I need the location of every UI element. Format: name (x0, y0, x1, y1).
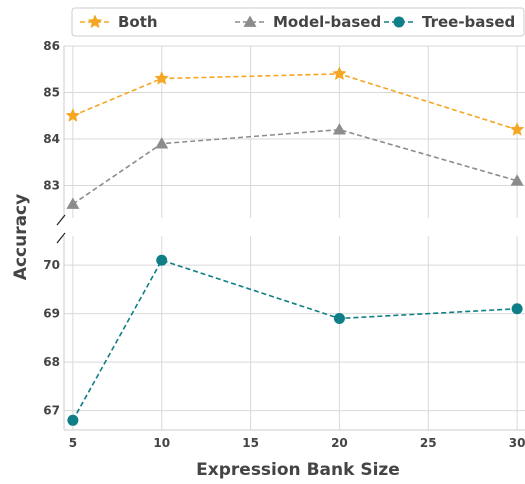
legend-item: Both (80, 13, 158, 31)
axis-break-mark (56, 232, 66, 244)
data-point (332, 123, 346, 135)
y-tick-label: 67 (43, 404, 60, 418)
legend-marker (87, 14, 103, 29)
y-tick-label: 83 (43, 178, 60, 192)
series-line (72, 73, 518, 131)
x-tick-label: 15 (242, 436, 259, 450)
series-tree-based (67, 254, 523, 426)
grid-layer (64, 45, 525, 430)
y-axis-label: Accuracy (11, 194, 31, 280)
y-tick-label: 69 (43, 307, 60, 321)
y-tick-label: 70 (43, 258, 60, 272)
legend-label: Tree-based (422, 13, 515, 31)
legend-item: Model-based (235, 13, 381, 31)
y-tick-label: 86 (43, 39, 60, 53)
legend-frame (71, 7, 525, 37)
x-tick-label: 10 (153, 436, 170, 450)
x-tick-label: 20 (331, 436, 348, 450)
y-tick-label: 85 (43, 85, 60, 99)
data-point (65, 108, 81, 122)
x-tick-label: 5 (69, 436, 77, 450)
axes-spines (56, 46, 525, 431)
x-axis-label: Expression Bank Size (196, 460, 400, 480)
data-point (332, 66, 347, 81)
data-point (509, 122, 525, 136)
data-point (67, 414, 79, 426)
series-both (65, 66, 525, 136)
data-point (154, 70, 169, 85)
data-point (510, 174, 524, 186)
legend: Both Model-based Tree-based (71, 7, 525, 37)
legend-label: Both (118, 13, 158, 31)
legend-marker (393, 16, 405, 28)
y-tick-label: 68 (43, 355, 60, 369)
legend-marker (243, 15, 257, 27)
data-point (156, 254, 168, 266)
series-line (72, 259, 518, 421)
series-line (72, 128, 518, 205)
series-model-based (66, 123, 524, 209)
x-tick-label: 30 (509, 436, 525, 450)
data-point (155, 137, 169, 149)
tick-labels: 5 10 15 20 25 30 83 84 85 86 67 68 69 70 (43, 39, 525, 450)
x-tick-label: 25 (420, 436, 437, 450)
legend-item: Tree-based (384, 13, 515, 31)
data-point (66, 197, 80, 209)
data-point (511, 303, 523, 315)
axis-break-mark (56, 214, 66, 226)
legend-label: Model-based (273, 13, 381, 31)
series-layer (65, 66, 525, 426)
data-point (333, 312, 345, 324)
y-tick-label: 84 (43, 132, 60, 146)
